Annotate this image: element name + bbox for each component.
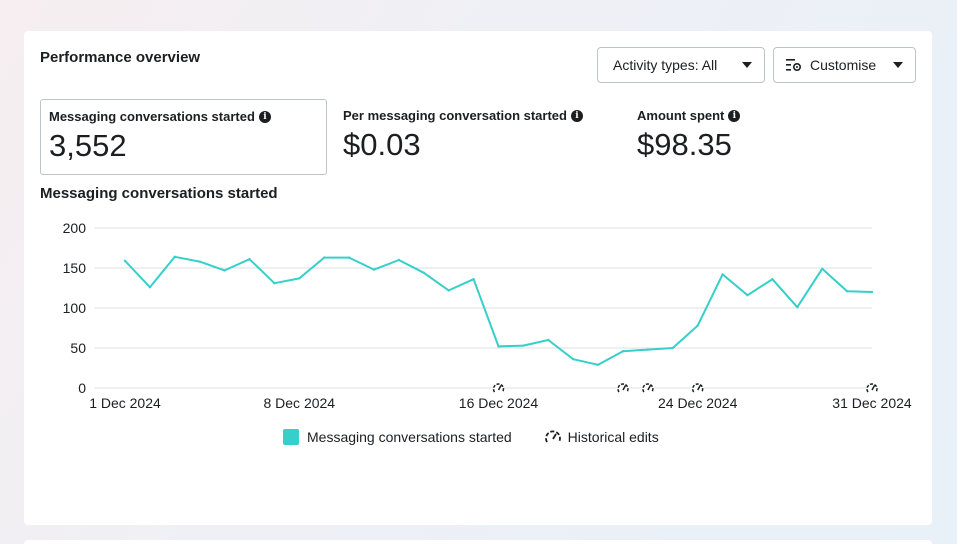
- y-tick-label: 0: [78, 380, 86, 396]
- data-point: [646, 348, 650, 351]
- activity-types-dropdown[interactable]: Activity types: All: [597, 47, 765, 83]
- data-point: [298, 277, 301, 280]
- data-point: [746, 294, 749, 297]
- data-point: [223, 269, 226, 272]
- chart-title: Messaging conversations started: [40, 185, 278, 202]
- data-point: [771, 278, 774, 281]
- historical-edit-marker[interactable]: [492, 382, 505, 394]
- legend-series-label: Messaging conversations started: [307, 429, 512, 445]
- data-point: [870, 290, 874, 294]
- metric-value: $98.35: [637, 127, 732, 162]
- data-point: [173, 255, 176, 258]
- data-point: [596, 363, 600, 366]
- y-tick-label: 100: [63, 300, 87, 316]
- historical-edit-marker[interactable]: [641, 382, 654, 394]
- y-tick-label: 50: [70, 340, 86, 356]
- data-point: [472, 278, 475, 281]
- metric-conversations[interactable]: Messaging conversations started i 3,552: [40, 99, 327, 175]
- data-point: [372, 268, 376, 271]
- customise-label: Customise: [810, 57, 877, 73]
- page-title: Performance overview: [40, 49, 201, 66]
- metric-value: $0.03: [343, 127, 421, 162]
- chart-legend: Messaging conversations started Historic…: [283, 429, 659, 445]
- data-point: [696, 324, 699, 327]
- data-point: [397, 258, 401, 262]
- legend-swatch: [283, 429, 299, 445]
- data-point: [347, 256, 351, 259]
- data-point: [621, 350, 625, 353]
- line-chart: 0 50 100 150 200 1 Dec 2024 8 Dec 2024 16 Dec 2…: [63, 220, 912, 411]
- x-tick-label: 24 Dec 2024: [658, 395, 738, 411]
- data-point: [572, 358, 575, 361]
- data-point: [522, 344, 525, 347]
- data-point: [422, 271, 425, 274]
- metric-amount-spent[interactable]: Amount spent i $98.35: [629, 99, 879, 175]
- historical-edit-marker[interactable]: [691, 382, 704, 394]
- data-point: [123, 259, 127, 262]
- data-point: [447, 289, 450, 292]
- customise-icon: [786, 59, 802, 72]
- caret-down-icon: [893, 62, 903, 68]
- data-point: [248, 258, 251, 261]
- x-tick-label: 16 Dec 2024: [459, 395, 539, 411]
- info-icon[interactable]: i: [258, 110, 271, 123]
- historical-edits-icon: [544, 430, 561, 443]
- x-tick-label: 8 Dec 2024: [263, 395, 335, 411]
- info-icon[interactable]: i: [570, 109, 583, 122]
- data-point: [273, 282, 276, 285]
- metric-value: 3,552: [49, 128, 127, 163]
- legend-edits-label: Historical edits: [567, 429, 659, 445]
- data-point: [721, 273, 724, 276]
- metric-label: Amount spent: [637, 108, 725, 123]
- series-line: [124, 255, 873, 366]
- metric-cost-per-conversation[interactable]: Per messaging conversation started i $0.…: [335, 99, 625, 175]
- next-card: [24, 540, 932, 544]
- data-point: [845, 290, 849, 293]
- x-tick-label: 31 Dec 2024: [832, 395, 912, 411]
- y-tick-label: 150: [63, 260, 87, 276]
- x-tick-label: 1 Dec 2024: [89, 395, 161, 411]
- data-point: [323, 256, 326, 259]
- activity-types-label: Activity types: All: [613, 57, 718, 73]
- data-point: [821, 267, 824, 270]
- y-tick-label: 200: [63, 220, 87, 236]
- historical-edit-marker[interactable]: [866, 382, 878, 394]
- data-point: [671, 346, 674, 350]
- data-point: [148, 286, 152, 289]
- metric-label: Messaging conversations started: [49, 109, 255, 124]
- data-point: [497, 345, 500, 348]
- info-icon[interactable]: i: [728, 109, 741, 122]
- historical-edit-marker[interactable]: [617, 382, 629, 394]
- caret-down-icon: [742, 62, 752, 68]
- data-point: [198, 260, 201, 263]
- customise-dropdown[interactable]: Customise: [773, 47, 916, 83]
- data-point: [796, 306, 799, 309]
- metric-label: Per messaging conversation started: [343, 108, 567, 123]
- performance-card: Performance overview Activity types: All…: [24, 31, 932, 525]
- data-point: [547, 338, 550, 342]
